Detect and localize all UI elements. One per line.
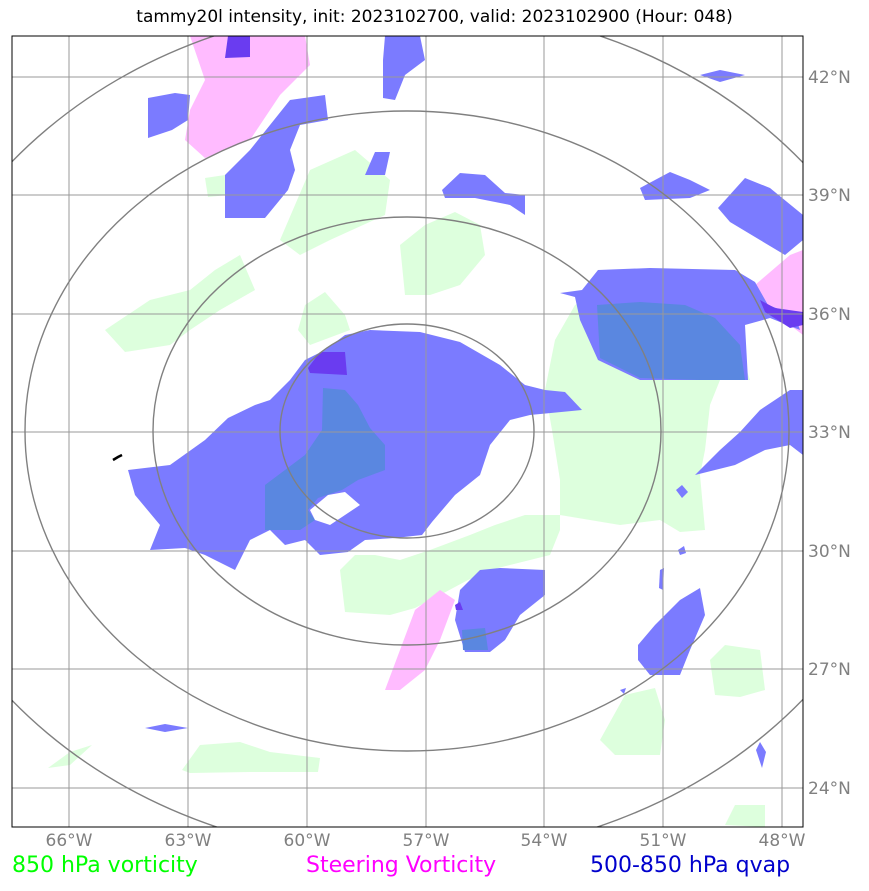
- qvap-patch: [638, 588, 705, 675]
- plot-area: [12, 36, 803, 827]
- vorticity-patch: [205, 175, 228, 197]
- lat-tick-label: 27°N: [808, 660, 851, 680]
- range-ring: [152, 216, 662, 646]
- overlap-magenta-patch: [225, 36, 250, 58]
- range-ring: [279, 323, 535, 539]
- qvap-patch: [365, 152, 390, 175]
- vorticity-patch: [600, 688, 665, 755]
- lon-tick-label: 48°W: [759, 831, 806, 851]
- legend-steering-vorticity: Steering Vorticity: [306, 853, 497, 878]
- qvap-patch: [442, 173, 525, 215]
- lon-tick-label: 54°W: [521, 831, 568, 851]
- lat-tick-labels: 42°N 39°N 36°N 33°N 30°N 27°N 24°N: [808, 68, 851, 799]
- plot-frame: [11, 35, 804, 828]
- lat-tick-label: 42°N: [808, 68, 851, 88]
- lon-tick-label: 63°W: [165, 831, 212, 851]
- qvap-patch: [640, 172, 710, 200]
- overlap-magenta-patch: [455, 602, 463, 610]
- qvap-patch: [718, 178, 803, 255]
- lon-tick-label: 57°W: [403, 831, 450, 851]
- legend-850-hpa-vorticity: 850 hPa vorticity: [12, 853, 198, 878]
- overlap-contours: [265, 302, 745, 650]
- overlap-patch: [597, 302, 745, 380]
- qvap-patch: [700, 70, 745, 82]
- coastline: [112, 453, 123, 462]
- map-title: tammy20l intensity, init: 2023102700, va…: [136, 7, 733, 27]
- lat-tick-label: 24°N: [808, 779, 851, 799]
- vorticity-patch: [298, 292, 350, 345]
- range-rings: [12, 36, 803, 827]
- overlap-patch: [462, 628, 488, 650]
- qvap-patch: [145, 724, 188, 732]
- legend-qvap: 500-850 hPa qvap: [590, 853, 791, 878]
- qvap-patch: [620, 688, 626, 694]
- lon-tick-label: 66°W: [46, 831, 93, 851]
- steering-patch: [385, 590, 455, 690]
- vorticity-patch: [710, 645, 765, 697]
- grid-lines: [12, 36, 803, 827]
- overlap-patch: [265, 388, 385, 530]
- vorticity-patch: [400, 212, 485, 295]
- qvap-patch: [148, 93, 190, 138]
- vorticity-patch: [48, 745, 92, 768]
- lon-tick-label: 51°W: [640, 831, 687, 851]
- vorticity-patch: [182, 742, 320, 773]
- lat-tick-label: 33°N: [808, 423, 851, 443]
- vorticity-patch: [725, 805, 765, 827]
- steering-patch: [185, 36, 310, 158]
- lat-tick-label: 30°N: [808, 542, 851, 562]
- range-ring: [24, 110, 790, 752]
- overlap-magenta-patch: [308, 352, 347, 375]
- lon-tick-label: 60°W: [284, 831, 331, 851]
- clear-area: [310, 492, 360, 525]
- lon-tick-labels: 66°W 63°W 60°W 57°W 54°W 51°W 48°W: [46, 831, 806, 851]
- qvap-patch: [756, 742, 766, 768]
- qvap-patch: [225, 95, 328, 218]
- qvap-patch: [383, 36, 425, 100]
- lat-tick-label: 39°N: [808, 186, 851, 206]
- qvap-patch: [676, 485, 688, 498]
- lat-tick-label: 36°N: [808, 305, 851, 325]
- vorticity-patch: [105, 255, 255, 352]
